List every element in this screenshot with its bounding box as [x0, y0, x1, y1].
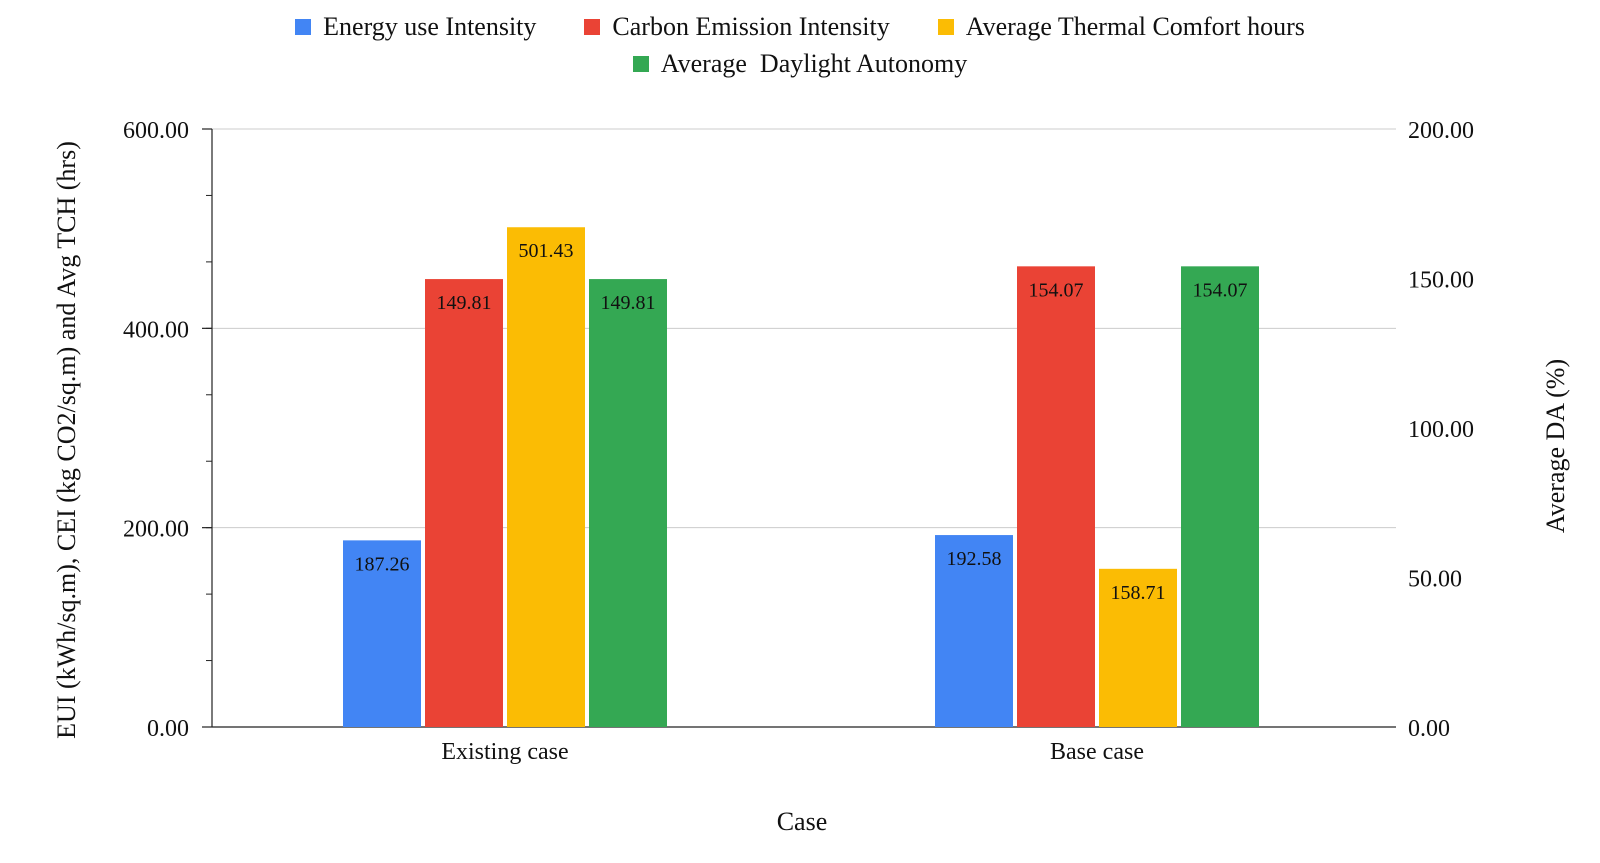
y-axis-title: EUI (kWh/sq.m), CEI (kg CO2/sq.m) and Av…	[52, 141, 81, 739]
bar	[343, 540, 421, 727]
bar	[1181, 266, 1259, 727]
bar	[1099, 568, 1177, 727]
y2-axis-title: Average DA (%)	[1541, 359, 1570, 533]
legend-label-tch: Average Thermal Comfort hours	[965, 12, 1305, 41]
legend-item-tch: Average Thermal Comfort hours	[937, 10, 1305, 44]
legend-swatch-tch	[937, 19, 954, 35]
legend-label-cei: Carbon Emission Intensity	[612, 12, 890, 41]
x-axis-title: Case	[777, 807, 828, 836]
legend-swatch-cei	[584, 19, 601, 35]
legend-row-1: Energy use Intensity Carbon Emission Int…	[0, 10, 1600, 44]
bar	[1017, 266, 1095, 727]
legend-item-cei: Carbon Emission Intensity	[584, 10, 890, 44]
legend-row-2: Average Daylight Autonomy	[0, 47, 1600, 81]
data-label: 187.26	[355, 553, 410, 575]
data-label: 501.43	[519, 240, 574, 262]
data-label: 192.58	[947, 548, 1002, 570]
y-axis-tick-label: 400.00	[123, 317, 189, 343]
y2-axis-tick-label: 50.00	[1408, 567, 1462, 593]
bar	[507, 227, 585, 727]
x-axis-tick-label: Existing case	[441, 739, 568, 765]
data-label: 154.07	[1193, 279, 1248, 301]
y2-axis-tick-label: 150.00	[1408, 268, 1474, 294]
y2-axis-tick-label: 100.00	[1408, 417, 1474, 443]
bar	[589, 279, 667, 727]
y-axis-tick-label: 200.00	[123, 517, 189, 543]
legend-label-eui: Energy use Intensity	[323, 12, 537, 41]
data-label: 154.07	[1029, 279, 1084, 301]
bar	[425, 279, 503, 727]
y-axis-tick-label: 600.00	[123, 118, 189, 144]
legend-swatch-eui	[295, 19, 312, 35]
data-label: 149.81	[601, 292, 656, 314]
bar	[935, 535, 1013, 727]
data-label: 158.71	[1111, 582, 1166, 604]
y2-axis-tick-label: 200.00	[1408, 118, 1474, 144]
legend-swatch-da	[632, 56, 649, 72]
legend-item-da: Average Daylight Autonomy	[632, 47, 968, 81]
x-axis-tick-label: Base case	[1050, 739, 1144, 765]
legend-item-eui: Energy use Intensity	[295, 10, 536, 44]
legend-label-da: Average Daylight Autonomy	[660, 49, 968, 78]
y2-axis-tick-label: 0.00	[1408, 716, 1450, 742]
data-label: 149.81	[437, 292, 492, 314]
y-axis-tick-label: 0.00	[147, 716, 189, 742]
